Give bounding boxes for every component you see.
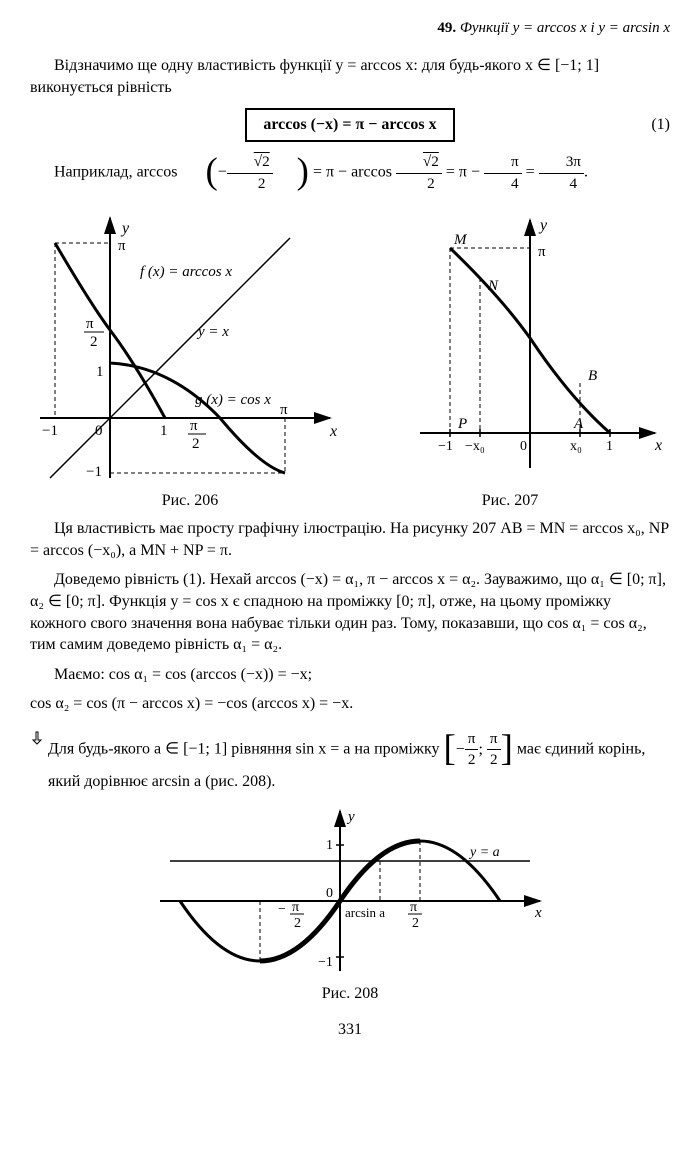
svg-text:x: x: [654, 437, 662, 454]
svg-text:−1: −1: [86, 464, 102, 480]
caption-207: Рис. 207: [350, 492, 670, 510]
frac-sqrt2-2b: √22: [396, 152, 442, 194]
svg-text:arcsin a: arcsin a: [345, 905, 385, 920]
svg-text:y = a: y = a: [468, 845, 500, 860]
figure-207: y x M π N B A P −1 −x₀ 0 x₀ 1: [410, 208, 670, 488]
svg-text:0: 0: [95, 423, 103, 439]
paragraph-5: Для будь-якого a ∈ [−1; 1] рівняння sin …: [30, 729, 670, 793]
frac-3pi4: 3π4: [539, 152, 584, 194]
svg-text:−1: −1: [438, 439, 453, 454]
svg-text:1: 1: [96, 364, 104, 380]
paragraph-1: Відзначимо ще одну властивість функції y…: [30, 55, 670, 98]
svg-text:y: y: [538, 217, 548, 234]
svg-text:0: 0: [326, 886, 333, 901]
paragraph-3: Доведемо рівність (1). Нехай arccos (−x)…: [30, 569, 670, 655]
svg-text:x: x: [534, 905, 542, 921]
figure-captions-row-1: Рис. 206 Рис. 207: [30, 492, 670, 510]
svg-text:−: −: [278, 902, 286, 917]
svg-text:M: M: [453, 232, 468, 248]
svg-text:x₀: x₀: [570, 439, 582, 454]
svg-text:π: π: [86, 316, 94, 332]
figure-208-wrap: y x 1 0 −1 y = a − π 2 arcsin a π 2: [30, 801, 670, 981]
example-line: Наприклад, arccos (−√22) = π − arccos √2…: [30, 152, 670, 194]
svg-text:N: N: [487, 278, 499, 294]
frac-pi2: π2: [487, 729, 501, 771]
svg-text:y = x: y = x: [196, 324, 229, 340]
section-title: Функції y = arccos x і y = arcsin x: [460, 20, 670, 36]
lbracket-icon: [: [444, 733, 456, 762]
equation-number: (1): [651, 116, 670, 134]
svg-text:2: 2: [412, 916, 419, 931]
rbracket-icon: ]: [501, 733, 513, 762]
frac-pi4: π4: [484, 152, 522, 194]
boxed-formula-row: arccos (−x) = π − arccos x (1): [30, 108, 670, 142]
figure-206: y x 0 π π 2 1 −1 1 π 2 π −1 f (x) = arcc…: [30, 208, 350, 488]
page-header: 49. Функції y = arccos x і y = arcsin x: [30, 20, 670, 37]
lparen-icon: (: [181, 156, 217, 185]
paragraph-2: Ця властивість має просту графічну ілюст…: [30, 518, 670, 561]
svg-text:1: 1: [160, 423, 168, 439]
frac-neg-pi2: π2: [465, 729, 479, 771]
svg-text:A: A: [573, 416, 584, 432]
paragraph-4b: cos α₂ = cos (π − arccos x) = −cos (arcc…: [30, 693, 670, 715]
svg-text:B: B: [588, 368, 597, 384]
svg-text:0: 0: [520, 439, 527, 454]
caption-206: Рис. 206: [30, 492, 350, 510]
pointer-icon: [30, 731, 48, 793]
svg-text:1: 1: [606, 439, 613, 454]
svg-text:π: π: [118, 238, 126, 254]
svg-text:f (x) = arccos x: f (x) = arccos x: [140, 264, 232, 280]
svg-text:2: 2: [90, 334, 98, 350]
section-number: 49.: [437, 20, 456, 36]
svg-text:g (x) = cos x: g (x) = cos x: [195, 392, 271, 408]
figure-row-1: y x 0 π π 2 1 −1 1 π 2 π −1 f (x) = arcc…: [30, 208, 670, 488]
example-lead: Наприклад, arccos: [54, 164, 177, 181]
svg-text:y: y: [120, 220, 130, 237]
svg-text:x: x: [329, 423, 337, 440]
svg-text:1: 1: [326, 838, 333, 853]
svg-text:π: π: [280, 402, 288, 418]
frac-sqrt2-2a: √22: [227, 152, 273, 194]
svg-text:y: y: [346, 809, 355, 825]
svg-text:P: P: [457, 416, 467, 432]
svg-text:2: 2: [294, 916, 301, 931]
page-number: 331: [30, 1021, 670, 1039]
svg-text:2: 2: [192, 436, 200, 452]
svg-text:π: π: [538, 244, 546, 260]
boxed-formula: arccos (−x) = π − arccos x: [245, 108, 454, 142]
caption-208: Рис. 208: [30, 985, 670, 1003]
svg-text:π: π: [292, 900, 299, 915]
rparen-icon: ): [273, 156, 309, 185]
svg-text:−1: −1: [318, 955, 333, 970]
svg-text:π: π: [410, 900, 417, 915]
paragraph-4a: Маємо: cos α₁ = cos (arccos (−x)) = −x;: [30, 664, 670, 686]
svg-text:π: π: [190, 418, 198, 434]
figure-208: y x 1 0 −1 y = a − π 2 arcsin a π 2: [150, 801, 550, 981]
svg-text:−x₀: −x₀: [465, 439, 485, 454]
svg-text:−1: −1: [42, 423, 58, 439]
